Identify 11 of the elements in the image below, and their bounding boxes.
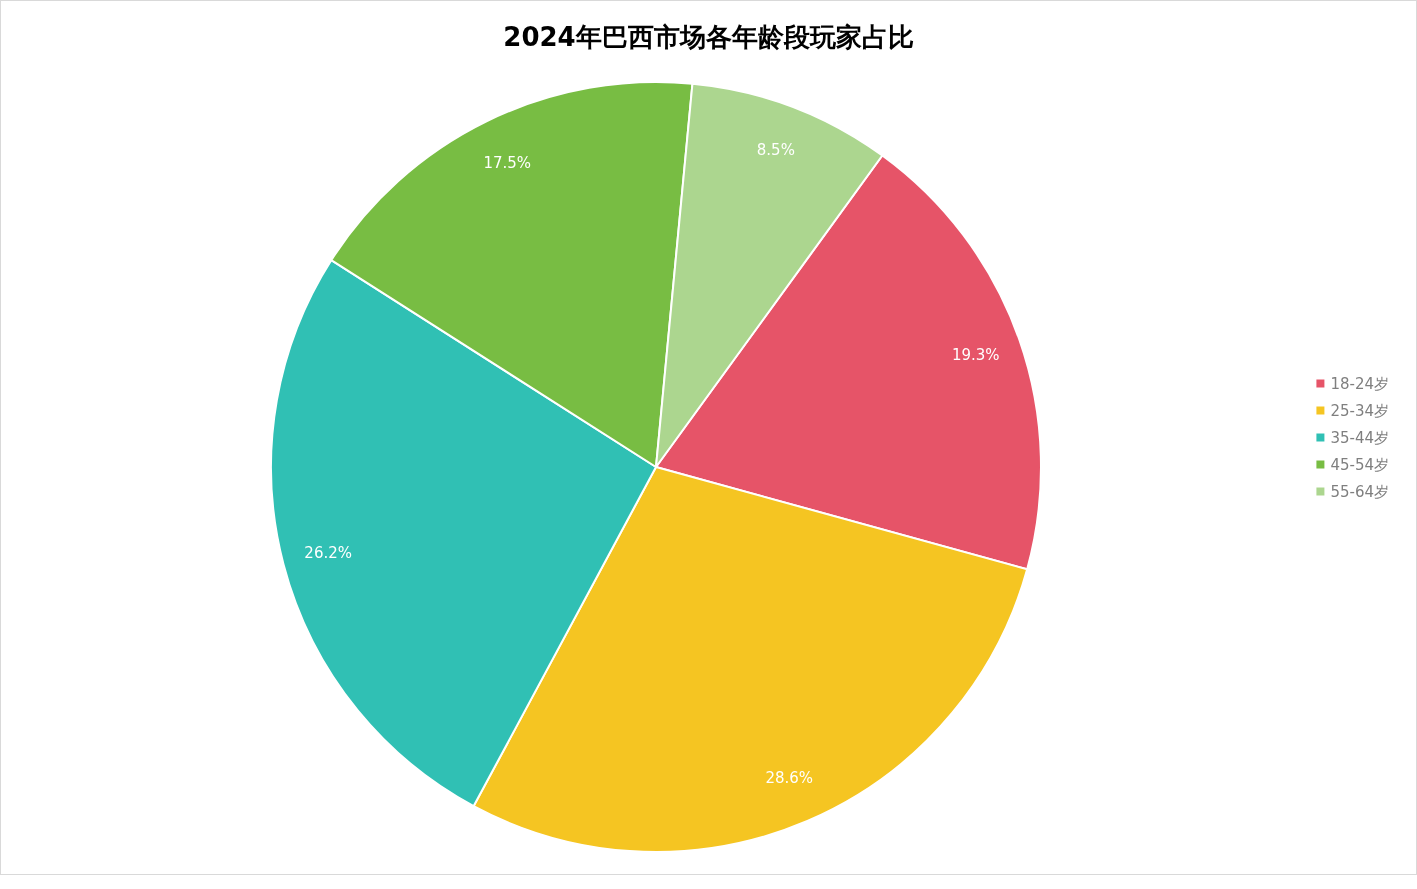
data-label: 17.5% xyxy=(483,153,532,172)
legend-label: 35-44岁 xyxy=(1330,428,1390,447)
legend-label: 18-24岁 xyxy=(1330,374,1390,393)
data-label: 28.6% xyxy=(765,769,814,788)
data-label: 26.2% xyxy=(304,543,352,562)
legend-label: 55-64岁 xyxy=(1330,482,1390,501)
legend-label: 25-34岁 xyxy=(1330,401,1390,420)
chart-title: 2024年巴西市场各年龄段玩家占比 xyxy=(503,22,914,52)
data-label: 19.3% xyxy=(951,346,1000,365)
legend-label: 45-54岁 xyxy=(1330,455,1390,474)
data-label: 8.5% xyxy=(756,141,795,160)
